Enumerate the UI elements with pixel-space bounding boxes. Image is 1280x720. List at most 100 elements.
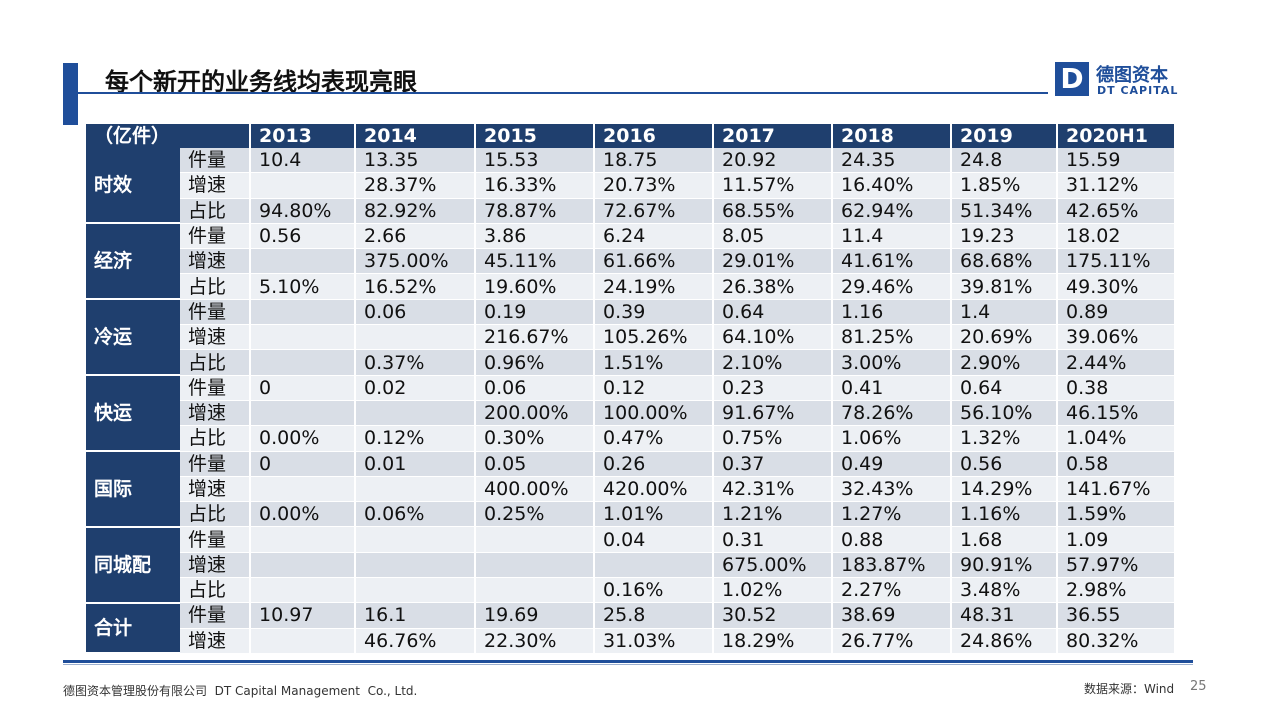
cell: 45.11% (475, 248, 596, 275)
cell (250, 349, 357, 376)
metric-label: 件量 (180, 526, 252, 553)
cell: 90.91% (951, 552, 1059, 579)
cell: 56.10% (951, 400, 1059, 427)
cell: 216.67% (475, 324, 596, 351)
cell: 22.30% (475, 628, 596, 654)
cell: 24.35 (832, 148, 953, 174)
cell: 18.02 (1057, 223, 1177, 250)
metric-label: 增速 (180, 552, 252, 579)
cell: 0 (250, 375, 357, 401)
page-number: 25 (1190, 679, 1207, 694)
cell: 0.01 (355, 451, 477, 477)
cell: 81.25% (832, 324, 953, 351)
table-row: 占比 5.10% 16.52% 19.60% 24.19% 26.38% 29.46% 39.… (86, 273, 1177, 300)
cell: 0.23 (713, 375, 834, 401)
cell: 0.00% (250, 425, 357, 452)
cell: 0.47% (594, 425, 715, 452)
cell: 46.76% (355, 628, 477, 654)
cell: 16.52% (355, 273, 477, 300)
cell: 16.1 (355, 602, 477, 629)
cell: 38.69 (832, 602, 953, 629)
unit-header: （亿件） (86, 124, 252, 148)
cell: 30.52 (713, 602, 834, 629)
cell: 15.53 (475, 148, 596, 174)
table-row: 增速 46.76% 22.30% 31.03% 18.29% 26.77% 24.86% 80… (86, 628, 1177, 654)
metric-label: 件量 (180, 375, 252, 401)
cell: 42.31% (713, 476, 834, 503)
cell: 39.06% (1057, 324, 1177, 351)
cell (475, 577, 596, 604)
table-row: 冷运 件量 0.06 0.19 0.39 0.64 1.16 1.4 0.89 (86, 299, 1177, 377)
table-row: 快运 件量 0 0.02 0.06 0.12 0.23 0.41 0.64 0.38 (86, 375, 1177, 453)
cell (355, 324, 477, 351)
cell: 1.68 (951, 526, 1059, 553)
cell: 10.97 (250, 602, 357, 629)
cell (355, 476, 477, 503)
cell: 0 (250, 451, 357, 477)
cell: 26.77% (832, 628, 953, 654)
cell: 42.65% (1057, 198, 1177, 224)
metric-label: 占比 (180, 198, 252, 224)
table-row: 增速 216.67% 105.26% 64.10% 81.25% 20.69% 39.06% (86, 324, 1177, 351)
cell: 24.8 (951, 148, 1059, 174)
cell: 19.23 (951, 223, 1059, 250)
cell: 16.40% (832, 172, 953, 199)
metric-label: 增速 (180, 248, 252, 275)
title-rule (78, 92, 1048, 94)
cell: 1.16 (832, 299, 953, 326)
cell: 31.03% (594, 628, 715, 654)
cell: 0.37 (713, 451, 834, 477)
cell: 94.80% (250, 198, 357, 224)
column-header: 2015 (475, 124, 596, 148)
cell: 68.55% (713, 198, 834, 224)
cell: 0.02 (355, 375, 477, 401)
cell: 1.06% (832, 425, 953, 452)
metric-label: 增速 (180, 628, 252, 654)
metric-label: 占比 (180, 273, 252, 300)
group-label: 冷运 (86, 299, 180, 377)
cell: 20.92 (713, 148, 834, 174)
cell (250, 400, 357, 427)
cell: 14.29% (951, 476, 1059, 503)
cell: 0.06 (355, 299, 477, 326)
cell: 2.90% (951, 349, 1059, 376)
cell: 11.4 (832, 223, 953, 250)
cell: 2.27% (832, 577, 953, 604)
cell: 11.57% (713, 172, 834, 199)
cell: 0.31 (713, 526, 834, 553)
cell: 0.39 (594, 299, 715, 326)
table-row: 增速 675.00% 183.87% 90.91% 57.97% (86, 552, 1177, 579)
column-header: 2017 (713, 124, 834, 148)
table-row: 合计 件量 10.97 16.1 19.69 25.8 30.52 38.69 48.31 36.… (86, 602, 1177, 655)
cell (250, 628, 357, 654)
cell: 13.35 (355, 148, 477, 174)
cell: 1.04% (1057, 425, 1177, 452)
cell: 82.92% (355, 198, 477, 224)
cell: 6.24 (594, 223, 715, 250)
logo-mark: D (1055, 62, 1089, 96)
cell: 1.02% (713, 577, 834, 604)
cell: 105.26% (594, 324, 715, 351)
cell (250, 299, 357, 326)
cell: 46.15% (1057, 400, 1177, 427)
cell (355, 526, 477, 553)
cell (250, 577, 357, 604)
cell: 1.85% (951, 172, 1059, 199)
metric-label: 增速 (180, 172, 252, 199)
cell: 8.05 (713, 223, 834, 250)
table-row: 国际 件量 0 0.01 0.05 0.26 0.37 0.49 0.56 0.58 (86, 451, 1177, 528)
cell: 72.67% (594, 198, 715, 224)
metric-label: 件量 (180, 299, 252, 326)
cell: 2.66 (355, 223, 477, 250)
cell: 1.4 (951, 299, 1059, 326)
cell: 41.61% (832, 248, 953, 275)
group-label: 经济 (86, 223, 180, 301)
cell: 0.25% (475, 501, 596, 528)
cell (355, 577, 477, 604)
cell: 3.48% (951, 577, 1059, 604)
cell (475, 552, 596, 579)
cell (355, 400, 477, 427)
cell: 62.94% (832, 198, 953, 224)
cell: 400.00% (475, 476, 596, 503)
